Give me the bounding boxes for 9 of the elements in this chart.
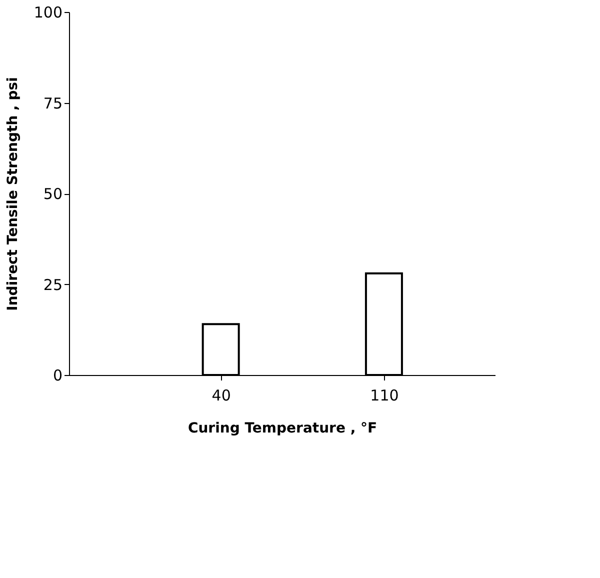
- x-tick-label: 110: [370, 386, 399, 404]
- y-tick-label: 100: [34, 4, 62, 22]
- y-tick-label: 50: [43, 185, 62, 203]
- y-axis-title: Indirect Tensile Strength , psi: [4, 77, 21, 311]
- y-tick-label: 25: [43, 276, 62, 294]
- y-tick-label: 0: [52, 366, 62, 384]
- x-tick-label: 40: [212, 386, 231, 404]
- y-tick-label: 75: [43, 94, 62, 112]
- x-axis-title: Curing Temperature , °F: [188, 420, 378, 436]
